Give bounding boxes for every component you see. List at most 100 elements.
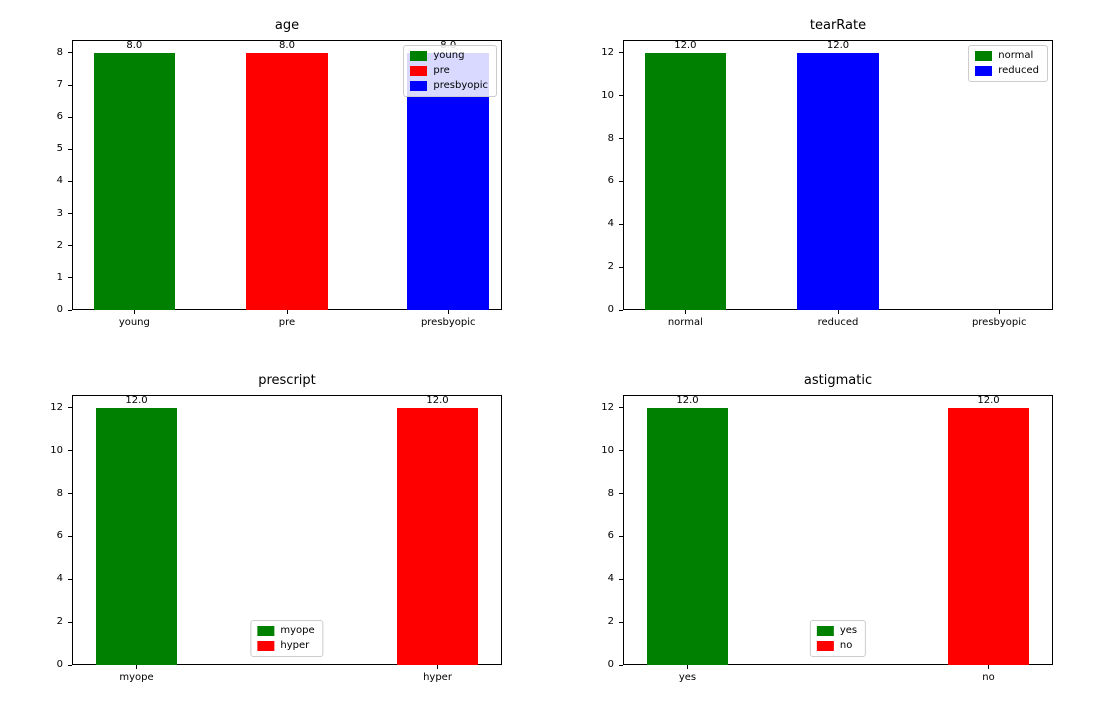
legend-color-swatch (975, 66, 993, 76)
bar (93, 52, 176, 310)
subplot-bottom-right: astigmatic 0 2 4 6 8 10 12 yes 12.0 no 12.0 yes no (551, 355, 1102, 709)
bar (95, 407, 178, 665)
x-tick-label: presbyopic (420, 317, 476, 328)
legend-label: reduced (998, 65, 1039, 76)
y-tick-mark (68, 621, 72, 623)
y-tick-label: 0 (607, 659, 614, 670)
bar (644, 52, 727, 310)
y-tick-label: 8 (607, 132, 614, 144)
bar (246, 52, 328, 310)
y-tick-label: 6 (607, 530, 614, 542)
y-tick-mark (68, 52, 72, 54)
y-tick-mark (619, 407, 623, 409)
y-tick-mark (68, 664, 72, 666)
x-tick-mark (684, 310, 686, 314)
y-tick-label: 10 (50, 444, 63, 456)
y-tick-mark (68, 309, 72, 311)
x-tick-label: young (118, 317, 150, 328)
y-tick-mark (619, 266, 623, 268)
bar (797, 52, 879, 310)
bar-value-label: 12.0 (676, 394, 699, 406)
x-tick-mark (837, 310, 839, 314)
y-tick-label: 6 (56, 530, 63, 542)
legend-color-swatch (816, 626, 834, 636)
x-tick-mark (988, 665, 989, 669)
y-tick-mark (68, 535, 72, 537)
y-tick-label: 4 (56, 175, 63, 187)
legend-entry: no (816, 640, 857, 652)
legend-color-swatch (816, 641, 834, 651)
legend-entry: presbyopic (410, 80, 488, 92)
legend-entry: reduced (975, 65, 1039, 77)
x-tick-label: presbyopic (971, 317, 1027, 328)
chart-title: tearRate (809, 18, 867, 33)
subplot-top-right: tearRate 0 2 4 6 8 10 12 normal 12.0 reduced 12.0 pr… (551, 0, 1102, 354)
legend-entry: hyper (257, 640, 314, 652)
legend-entry: yes (816, 625, 857, 637)
y-tick-label: 6 (607, 175, 614, 187)
y-tick-label: 1 (56, 271, 63, 283)
bar-value-label: 12.0 (977, 394, 1000, 406)
y-tick-label: 4 (607, 573, 614, 585)
y-tick-mark (619, 309, 623, 311)
y-tick-label: 2 (607, 616, 614, 628)
y-tick-label: 0 (607, 304, 614, 315)
bar (646, 407, 729, 665)
y-tick-mark (68, 493, 72, 495)
y-tick-mark (619, 180, 623, 182)
legend-label: no (839, 640, 853, 651)
legend: young pre presbyopic (403, 45, 497, 97)
x-tick-mark (998, 310, 1000, 314)
bar-value-label: 12.0 (826, 39, 850, 51)
y-tick-label: 8 (56, 46, 63, 58)
x-tick-mark (437, 665, 438, 669)
legend-color-swatch (410, 81, 428, 91)
x-tick-label: normal (667, 317, 703, 328)
bar-value-label: 12.0 (426, 394, 449, 406)
y-tick-mark (619, 95, 623, 97)
bar-value-label: 12.0 (674, 39, 697, 51)
bar-value-label: 8.0 (279, 39, 295, 51)
x-tick-label: hyper (423, 672, 452, 683)
y-tick-mark (68, 180, 72, 182)
legend-entry: normal (975, 50, 1039, 62)
y-tick-label: 2 (607, 261, 614, 273)
y-tick-label: 2 (56, 239, 63, 251)
y-tick-mark (68, 277, 72, 279)
bar-value-label: 12.0 (125, 394, 148, 406)
y-tick-label: 4 (607, 218, 614, 230)
legend-label: hyper (280, 640, 310, 651)
legend-label: pre (433, 65, 450, 76)
subplot-bottom-left: prescript 0 2 4 6 8 10 12 myope 12.0 hyper 12.0 myop… (0, 355, 551, 709)
y-tick-label: 4 (56, 573, 63, 585)
y-tick-mark (619, 138, 623, 140)
y-tick-label: 8 (607, 487, 614, 499)
y-tick-mark (619, 52, 623, 54)
y-tick-label: 0 (56, 304, 63, 315)
y-tick-mark (619, 450, 623, 452)
legend-color-swatch (257, 626, 275, 636)
y-tick-label: 12 (601, 46, 614, 58)
x-tick-mark (286, 310, 288, 314)
y-tick-label: 5 (56, 143, 63, 155)
y-tick-label: 7 (56, 79, 63, 90)
y-tick-mark (619, 223, 623, 225)
subplot-top-left: age012345678young8.0pre8.0presbyopic8.0y… (0, 0, 551, 354)
y-tick-mark (68, 213, 72, 215)
y-tick-label: 12 (601, 401, 614, 413)
x-tick-mark (687, 665, 688, 669)
x-tick-mark (133, 310, 135, 314)
x-tick-label: no (982, 672, 995, 683)
y-tick-mark (68, 407, 72, 409)
legend-entry: myope (257, 625, 315, 637)
y-tick-label: 10 (601, 444, 614, 456)
legend-label: presbyopic (433, 80, 488, 91)
x-tick-label: yes (678, 672, 697, 683)
legend-color-swatch (410, 66, 428, 76)
plot-frame (623, 395, 1053, 665)
y-tick-label: 12 (50, 401, 63, 413)
legend: myope hyper (250, 620, 324, 657)
y-tick-mark (619, 535, 623, 537)
y-tick-label: 6 (56, 111, 63, 123)
x-tick-label: pre (278, 317, 296, 328)
